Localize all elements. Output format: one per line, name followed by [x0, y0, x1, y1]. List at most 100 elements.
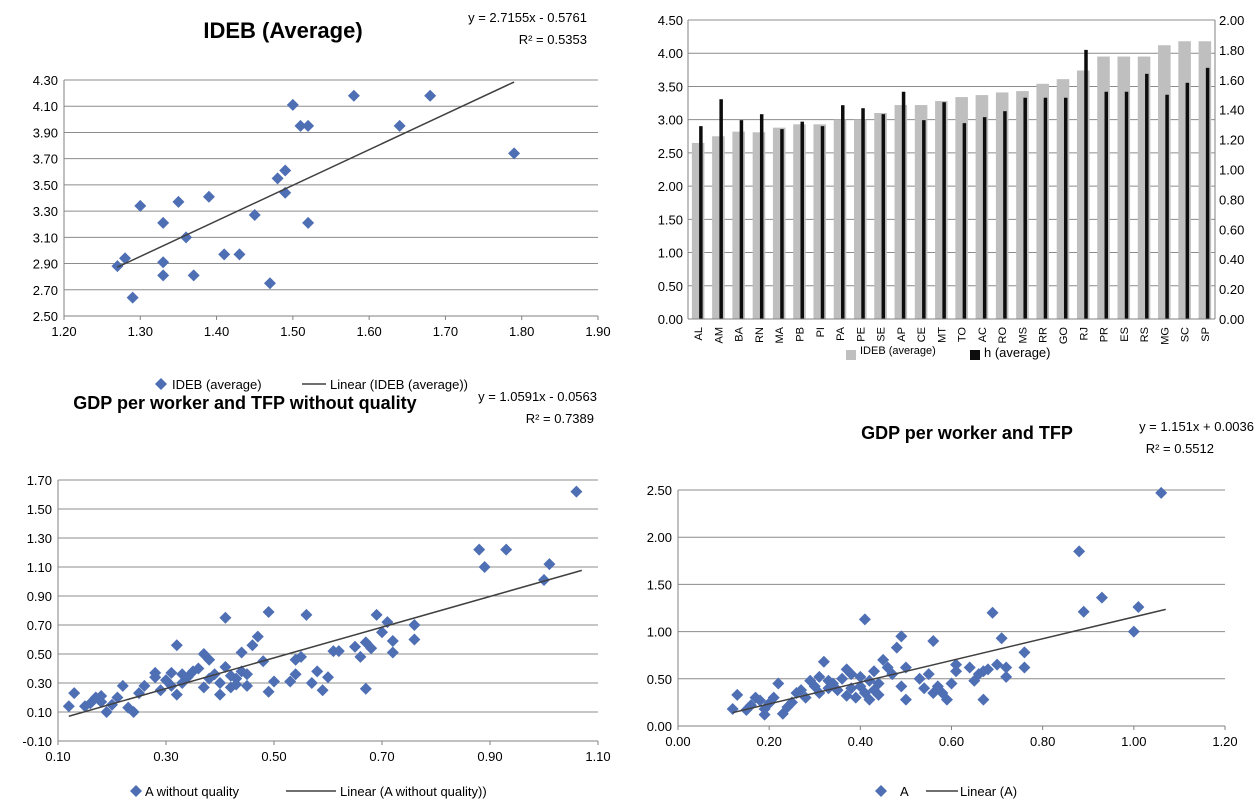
chart3-data-point — [95, 695, 108, 708]
chart2-ytick-left-label: 1.00 — [658, 246, 683, 261]
chart3-equation: y = 1.0591x - 0.0563 — [478, 389, 597, 404]
chart3-trendline — [68, 569, 583, 717]
chart2-bar-h — [1063, 97, 1068, 320]
chart2-ytick-left-label: 2.50 — [658, 146, 683, 161]
chart3-data-point — [370, 608, 383, 621]
chart2-ytick-right-label: 0.00 — [1219, 312, 1244, 327]
chart2-xtick-label: PA — [835, 326, 847, 341]
chart1-xtick-label: 1.80 — [509, 324, 534, 339]
chart3-data-point — [251, 630, 264, 643]
chart3-data-point — [116, 679, 129, 692]
chart3-ytick-label: 1.30 — [27, 531, 52, 546]
chart4-ytick-label: 2.00 — [647, 530, 672, 545]
chart4-data-point — [731, 688, 744, 701]
chart4-data-point — [895, 630, 908, 643]
chart4-data-point — [986, 606, 999, 619]
chart3-data-point — [235, 646, 248, 659]
chart2-ytick-right-label: 1.00 — [1219, 163, 1244, 178]
chart4-data-point — [872, 688, 885, 701]
chart2-xtick-label: PR — [1099, 327, 1111, 342]
chart2-bar-h — [699, 126, 703, 320]
chart1-ytick-label: 3.30 — [33, 204, 58, 219]
chart1-legend-marker — [155, 378, 167, 390]
chart4-r2: R² = 0.5512 — [1146, 441, 1214, 456]
chart4-data-point — [817, 655, 830, 668]
chart4-trendline — [732, 608, 1166, 714]
chart2-xtick-label: SP — [1200, 327, 1212, 342]
chart1-xtick-label: 1.40 — [204, 324, 229, 339]
chart4-data-point — [895, 680, 908, 693]
chart2-xtick-label: TO — [957, 327, 969, 343]
chart3-data-point — [478, 561, 491, 573]
chart4-data-point — [950, 665, 963, 678]
chart2-xtick-label: PB — [794, 327, 806, 342]
chart2-bar-h — [780, 129, 784, 319]
chart3-data-point — [197, 681, 210, 694]
chart1-data-point — [157, 269, 170, 282]
chart4-data-point — [1073, 545, 1086, 558]
chart2-xtick-label: ES — [1119, 327, 1131, 342]
chart2-xtick-label: GO — [1058, 327, 1070, 345]
chart2-bar-h — [1145, 73, 1149, 319]
chart3-data-point — [246, 639, 259, 652]
chart2-bar-h — [962, 123, 967, 319]
chart2-xtick-label: PI — [815, 327, 827, 337]
chart4-title: GDP per worker and TFP — [861, 423, 1073, 443]
chart2-bar-h — [841, 105, 845, 319]
chart3-legend-marker — [130, 785, 142, 797]
chart2-ytick-left-label: 1.50 — [658, 212, 683, 227]
chart2-xtick-label: RR — [1038, 327, 1050, 343]
chart2-xtick-label: MA — [774, 326, 786, 343]
chart3-data-point — [106, 698, 118, 711]
chart3-data-point — [111, 691, 124, 704]
chart2-bar-h — [1165, 94, 1169, 319]
chart1-ytick-label: 4.30 — [33, 73, 58, 88]
chart4-data-point — [945, 677, 958, 690]
chart3-data-point — [322, 671, 334, 684]
chart2-ytick-left-label: 0.50 — [658, 279, 683, 294]
chart3-data-point — [332, 645, 345, 658]
chart3-data-point — [241, 668, 253, 681]
chart2-bar-h — [1023, 97, 1027, 320]
chart2-xtick-label: BA — [734, 326, 746, 341]
chart2-ytick-left-label: 3.50 — [658, 79, 683, 94]
chart3-legend: A without quality Linear (A without qual… — [130, 784, 487, 799]
chart3-data-point — [219, 661, 232, 674]
chart4-data-point — [899, 693, 912, 706]
chart1-data-point — [202, 190, 215, 203]
chart4-data-point — [795, 684, 808, 697]
chart1-data-point — [157, 256, 170, 269]
chart1-data-point — [119, 252, 132, 265]
chart2-ytick-right-label: 1.40 — [1219, 103, 1244, 118]
chart2-bar-h — [901, 91, 906, 319]
chart3-data-point — [100, 706, 113, 718]
chart3-ytick-label: 0.90 — [27, 589, 52, 604]
chart1-xtick-label: 1.20 — [51, 324, 76, 339]
chart4-legend-trend: Linear (A) — [960, 784, 1017, 799]
chart4-ytick-label: 0.00 — [647, 719, 672, 734]
chart2-legend-h: h (average) — [984, 345, 1050, 360]
chart1-ytick-label: 4.10 — [33, 99, 58, 114]
chart4-data-point — [1132, 601, 1145, 614]
chart1-ytick-label: 2.50 — [33, 309, 58, 324]
chart1-data-point — [424, 89, 437, 102]
chart2-ytick-right-label: 2.00 — [1219, 13, 1244, 28]
chart3-data-point — [295, 650, 307, 663]
chart4-data-point — [813, 670, 826, 683]
chart2-legend-swatch-h — [970, 350, 980, 360]
chart3-data-point — [214, 688, 226, 701]
chart4-data-point — [872, 677, 885, 690]
chart4-xtick-label: 0.60 — [939, 734, 964, 749]
chart3-data-point — [365, 642, 378, 655]
chart3-ytick-label: 1.50 — [27, 502, 52, 517]
chart2-ytick-left-label: 3.00 — [658, 113, 683, 128]
chart4-data-point — [963, 661, 976, 674]
chart2-xtick-label: AP — [896, 327, 908, 342]
chart2-bar-h — [739, 120, 744, 319]
chart4-data-point — [863, 693, 876, 706]
chart2-xtick-label: MS — [1017, 327, 1029, 344]
chart1-data-point — [218, 248, 231, 261]
chart4-ytick-label: 2.50 — [647, 483, 672, 498]
chart2-ytick-left-label: 0.00 — [658, 312, 683, 327]
